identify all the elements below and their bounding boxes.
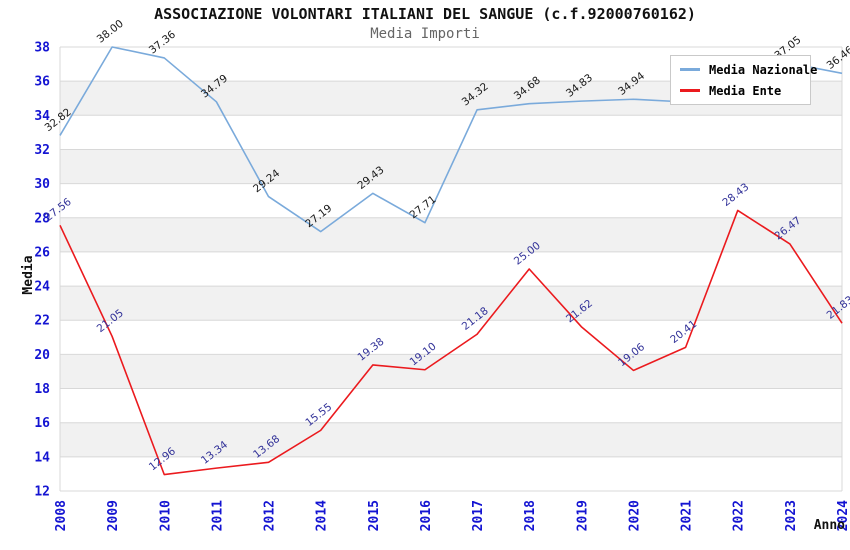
x-tick-label: 2009 bbox=[106, 500, 121, 531]
legend-label-nazionale: Media Nazionale bbox=[709, 62, 818, 77]
plot-band bbox=[60, 217, 842, 252]
y-axis-title: Media bbox=[21, 255, 36, 294]
x-tick-label: 2019 bbox=[575, 500, 590, 531]
point-label: 36.46 bbox=[825, 44, 850, 72]
y-tick-label: 32 bbox=[34, 143, 50, 158]
series-line-media-ente bbox=[59, 209, 843, 476]
x-tick-label: 2010 bbox=[158, 500, 173, 531]
legend-item-media-nazionale: Media Nazionale bbox=[671, 63, 817, 77]
legend-label-ente: Media Ente bbox=[709, 83, 782, 98]
x-tick-label: 2015 bbox=[367, 500, 382, 531]
chart-title: ASSOCIAZIONE VOLONTARI ITALIANI DEL SANG… bbox=[154, 5, 696, 23]
x-tick-label: 2018 bbox=[523, 500, 538, 531]
y-tick-label: 22 bbox=[34, 314, 50, 329]
x-tick-label: 2024 bbox=[836, 500, 850, 531]
x-tick-label: 2011 bbox=[210, 500, 225, 531]
x-tick-label: 2017 bbox=[471, 500, 486, 531]
y-tick-label: 14 bbox=[34, 450, 50, 465]
x-tick-label: 2012 bbox=[263, 500, 278, 531]
x-tick-label: 2014 bbox=[315, 500, 330, 531]
y-tick-label: 26 bbox=[34, 245, 50, 260]
x-tick-label: 2022 bbox=[732, 500, 747, 531]
y-tick-label: 34 bbox=[34, 109, 50, 124]
y-tick-label: 28 bbox=[34, 211, 50, 226]
legend-item-media-ente: Media Ente bbox=[671, 84, 810, 98]
x-axis-title: Anno bbox=[814, 518, 845, 533]
point-label: 38.00 bbox=[95, 18, 126, 46]
x-tick-label: 2016 bbox=[419, 500, 434, 531]
y-tick-label: 12 bbox=[34, 485, 50, 500]
plot-band bbox=[60, 286, 842, 321]
point-label: 27.71 bbox=[408, 193, 439, 221]
y-tick-label: 18 bbox=[34, 382, 50, 397]
x-tick-label: 2008 bbox=[54, 500, 69, 531]
chart-subtitle: Media Importi bbox=[370, 26, 480, 42]
point-label: 20.41 bbox=[668, 318, 699, 346]
y-tick-label: 36 bbox=[34, 75, 50, 90]
plot-band bbox=[60, 354, 842, 389]
legend-box: Media Nazionale Media Ente bbox=[670, 55, 817, 105]
y-tick-label: 30 bbox=[34, 177, 50, 192]
point-label: 28.43 bbox=[720, 181, 751, 209]
x-tick-label: 2021 bbox=[680, 500, 695, 531]
y-tick-label: 24 bbox=[34, 280, 50, 295]
legend-swatch-nazionale-icon bbox=[680, 68, 700, 71]
point-label: 37.36 bbox=[147, 28, 178, 56]
legend-swatch-ente-icon bbox=[680, 89, 700, 92]
y-tick-label: 20 bbox=[34, 348, 50, 363]
x-tick-label: 2023 bbox=[784, 500, 799, 531]
x-tick-label: 2020 bbox=[627, 500, 642, 531]
y-tick-label: 16 bbox=[34, 416, 50, 431]
y-tick-label: 38 bbox=[34, 41, 50, 56]
plot-band bbox=[60, 422, 842, 457]
